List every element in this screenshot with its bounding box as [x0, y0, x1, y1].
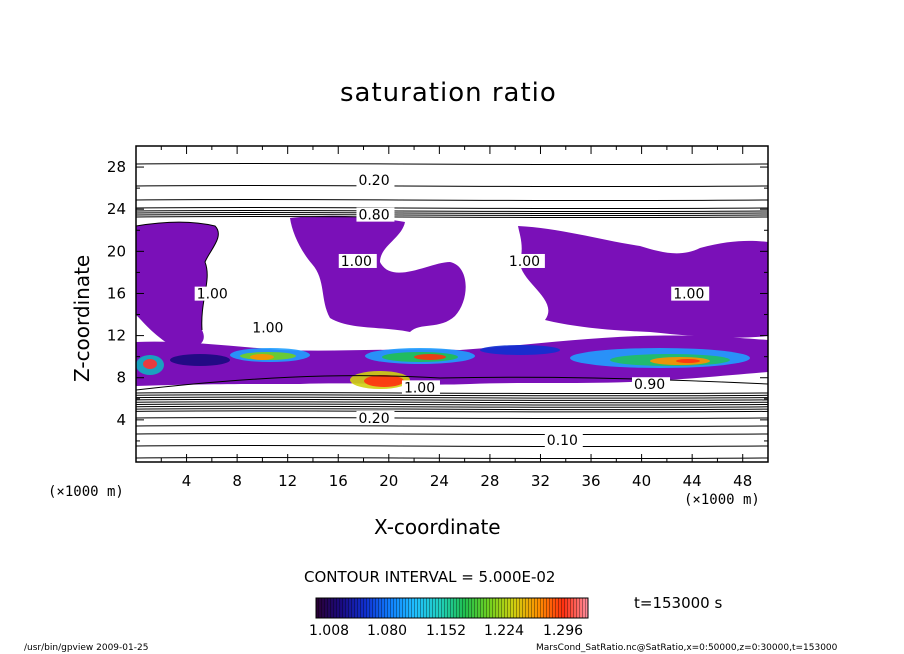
colorbar-tick-label: 1.296 — [543, 623, 583, 639]
contour-label: 0.20 — [358, 173, 389, 189]
contour-line — [136, 391, 768, 395]
y-axis-label: Z-coordinate — [70, 254, 94, 382]
cloud-blob — [143, 359, 157, 369]
y-tick-label: 4 — [116, 411, 126, 429]
y-axis-unit: (×1000 m) — [48, 484, 124, 500]
x-tick-label: 8 — [232, 472, 242, 490]
contour-line — [136, 403, 768, 406]
chart-title: saturation ratio — [340, 78, 557, 108]
contour-line — [136, 410, 768, 413]
contour-label-bg — [194, 286, 233, 301]
contour-line — [136, 416, 768, 420]
contour-interval: CONTOUR INTERVAL = 5.000E-02 — [304, 568, 556, 586]
contour-line — [136, 432, 768, 436]
contour-label-bg — [356, 207, 395, 222]
contour-label-bg — [544, 433, 583, 448]
x-tick-label: 40 — [632, 472, 651, 490]
contour-label: 1.00 — [673, 287, 704, 303]
contour-label-bg — [356, 410, 395, 425]
x-axis-unit: (×1000 m) — [684, 492, 760, 508]
contour-label: 1.00 — [509, 254, 540, 270]
contour-line — [136, 215, 768, 219]
contour-line — [136, 209, 768, 213]
colorbar-tick-label: 1.152 — [426, 623, 466, 639]
cloud-blob — [414, 354, 446, 360]
contour-label: 1.00 — [404, 380, 435, 396]
x-tick-label: 12 — [278, 472, 297, 490]
supersat-region — [136, 222, 219, 348]
contour-label-bg — [506, 253, 545, 268]
supersat-region — [518, 226, 768, 338]
contour-line — [136, 398, 768, 401]
contour-line — [136, 198, 768, 202]
contour-line — [136, 408, 768, 411]
contour-line — [136, 162, 768, 166]
cloud-blob — [170, 354, 230, 366]
contour-line — [136, 213, 768, 217]
colorbar-tick-label: 1.224 — [484, 623, 524, 639]
x-tick-label: 20 — [379, 472, 398, 490]
contour-line — [136, 401, 768, 404]
colorbar: 1.008 1.080 1.152 1.224 1.296 — [309, 597, 589, 639]
y-tick-label: 24 — [107, 200, 126, 218]
colorbar-tick-label: 1.080 — [367, 623, 407, 639]
x-tick-label: 48 — [733, 472, 752, 490]
y-tick-label: 8 — [116, 369, 126, 387]
contour-line — [136, 405, 768, 408]
contour-line — [136, 444, 768, 448]
cloud-blob — [250, 354, 274, 360]
contour-label: 1.00 — [252, 320, 283, 336]
x-tick-label: 36 — [581, 472, 600, 490]
time-label: t=153000 s — [634, 594, 723, 612]
contour-label: 0.10 — [547, 433, 578, 449]
y-tick-label: 28 — [107, 158, 126, 176]
plot-frame — [135, 145, 769, 463]
x-tick-label: 44 — [683, 472, 702, 490]
cloud-blob — [676, 359, 700, 363]
contour-line — [136, 396, 768, 399]
contour-line — [136, 424, 768, 428]
contour-line — [136, 211, 768, 215]
colorbar-frame — [315, 597, 589, 619]
contour-line — [136, 394, 768, 397]
contour-label: 0.90 — [634, 377, 665, 393]
colorbar-tick-label: 1.008 — [309, 623, 349, 639]
contour-label-bg — [356, 172, 395, 187]
colorbar-stripes — [316, 598, 588, 618]
contour-label: 1.00 — [341, 254, 372, 270]
contour-label-bg — [338, 253, 377, 268]
x-tick-label: 16 — [329, 472, 348, 490]
cloud-blob — [364, 375, 404, 387]
x-tick-label: 24 — [430, 472, 449, 490]
footer-right: MarsCond_SatRatio.nc@SatRatio,x=0:50000,… — [536, 643, 838, 653]
contour-line — [136, 206, 768, 210]
x-axis-label: X-coordinate — [374, 515, 501, 539]
contour-label-bg — [671, 286, 710, 301]
contour-line — [136, 184, 768, 188]
y-axis-ticks: 4 8 12 16 20 24 28 — [107, 145, 768, 442]
contour-line — [136, 456, 768, 460]
contour-label-bg — [401, 380, 440, 395]
contour-label-bg — [250, 320, 289, 335]
contour-labels: 0.20 0.80 1.00 1.00 1.00 1.00 1.00 1.00 0.90 0.20… — [194, 172, 710, 449]
cloud-blob — [480, 345, 560, 355]
y-tick-label: 12 — [107, 327, 126, 345]
x-tick-label: 32 — [531, 472, 550, 490]
contour-label: 0.80 — [358, 208, 389, 224]
y-tick-label: 20 — [107, 242, 126, 260]
saturation-field — [136, 215, 768, 389]
supersat-region — [290, 215, 466, 332]
contour-label-bg — [632, 377, 671, 392]
x-tick-label: 28 — [480, 472, 499, 490]
y-tick-label: 16 — [107, 284, 126, 302]
x-axis-ticks: 4 8 12 16 20 24 28 32 36 40 44 48 — [160, 146, 769, 490]
footer-left: /usr/bin/gpview 2009-01-25 — [24, 643, 149, 653]
contour-label: 1.00 — [197, 287, 228, 303]
contour-label: 0.20 — [358, 411, 389, 427]
x-tick-label: 4 — [182, 472, 192, 490]
contour-lines — [136, 162, 768, 460]
